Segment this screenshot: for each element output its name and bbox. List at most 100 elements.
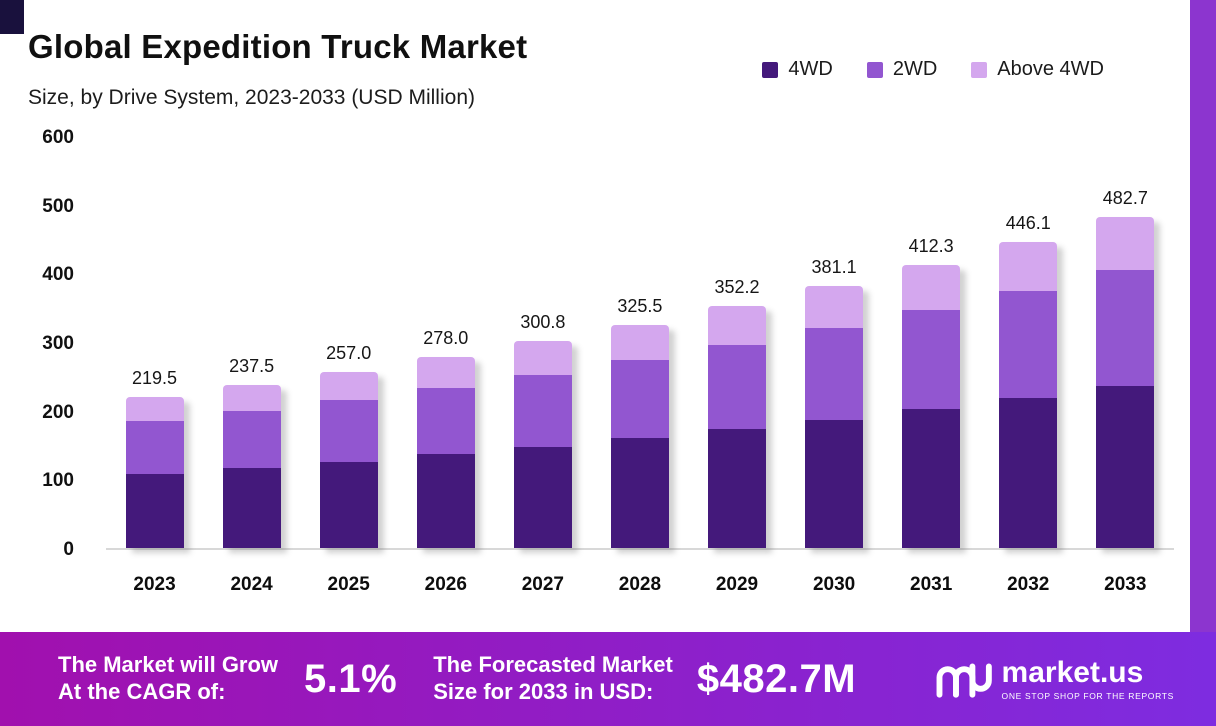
x-axis-label: 2028 bbox=[618, 574, 662, 595]
y-axis-tick-label: 0 bbox=[63, 539, 74, 560]
legend-item: 2WD bbox=[866, 58, 938, 81]
x-axis: 2023 2024 2025 2026 2027 2028 2029 2030 2031 2032… bbox=[106, 574, 1174, 596]
y-axis-tick-label: 400 bbox=[42, 264, 74, 286]
bar-stack bbox=[1096, 216, 1155, 548]
bar-stack bbox=[902, 264, 961, 548]
legend-label: 2WD bbox=[892, 58, 938, 80]
bar-group: 219.5 bbox=[120, 138, 190, 548]
plot-area: 219.5 237.5 257.0 278.0 300.8 325.5 352.2 381.1… bbox=[106, 138, 1174, 550]
bar-group: 482.7 bbox=[1090, 138, 1160, 548]
bar-segment-2wd bbox=[805, 328, 864, 420]
bar-segment-4wd bbox=[222, 468, 281, 548]
bar-segment-4wd bbox=[610, 438, 669, 548]
bar-segment-2wd bbox=[319, 399, 378, 462]
legend-swatch-icon bbox=[971, 61, 988, 78]
bar-group: 325.5 bbox=[605, 138, 675, 548]
cagr-label-line2: At the CAGR of: bbox=[58, 679, 226, 704]
forecast-label: The Forecasted Market Size for 2033 in U… bbox=[433, 652, 673, 706]
bar-segment-2wd bbox=[222, 411, 281, 469]
bar-segment-2wd bbox=[125, 421, 184, 475]
bar-group: 412.3 bbox=[896, 138, 966, 548]
footer-banner: The Market will Grow At the CAGR of: 5.1… bbox=[0, 632, 1216, 726]
forecast-label-line1: The Forecasted Market bbox=[433, 652, 673, 678]
brand-name: market.us bbox=[1001, 655, 1144, 689]
bar-segment-above-4wd bbox=[708, 306, 766, 345]
bar-group: 257.0 bbox=[314, 138, 384, 548]
market-us-logo-icon bbox=[936, 663, 992, 698]
bar-stack bbox=[222, 384, 281, 548]
bar-segment-4wd bbox=[999, 397, 1058, 548]
bar-segment-above-4wd bbox=[1096, 216, 1155, 270]
bar-segment-4wd bbox=[708, 429, 766, 548]
bar-total-label: 352.2 bbox=[714, 277, 760, 298]
x-axis-label: 2024 bbox=[230, 574, 273, 595]
x-axis-label: 2026 bbox=[424, 574, 467, 595]
cagr-label-line1: The Market will Grow bbox=[58, 652, 279, 678]
legend-label: Above 4WD bbox=[997, 58, 1104, 80]
right-border-strip bbox=[1190, 0, 1216, 632]
bar-segment-above-4wd bbox=[222, 384, 281, 412]
bar-segment-above-4wd bbox=[513, 341, 572, 375]
bar-total-label: 381.1 bbox=[811, 257, 857, 278]
bar-segment-4wd bbox=[513, 446, 572, 548]
bar-total-label: 482.7 bbox=[1102, 187, 1148, 208]
bar-segment-above-4wd bbox=[610, 324, 669, 361]
y-axis-tick-label: 500 bbox=[42, 195, 74, 217]
bar-segment-4wd bbox=[902, 409, 961, 548]
y-axis-tick-label: 600 bbox=[42, 127, 74, 148]
legend-label: 4WD bbox=[788, 58, 833, 80]
x-axis-label: 2029 bbox=[715, 574, 759, 595]
y-axis-tick-label: 200 bbox=[42, 401, 74, 423]
bar-stack bbox=[513, 341, 572, 548]
forecast-label-line2: Size for 2033 in USD: bbox=[433, 679, 654, 704]
bar-stack bbox=[708, 306, 766, 548]
bar-total-label: 257.0 bbox=[326, 342, 372, 363]
bar-stack bbox=[319, 371, 378, 548]
bar-segment-2wd bbox=[416, 387, 475, 455]
bar-segment-4wd bbox=[1096, 385, 1155, 548]
y-axis: 0 100 200 300 400 500 600 bbox=[26, 127, 88, 560]
bar-total-label: 325.5 bbox=[617, 295, 663, 316]
x-axis-label: 2030 bbox=[812, 574, 856, 595]
legend-swatch-icon bbox=[866, 61, 883, 78]
bar-segment-2wd bbox=[610, 360, 669, 439]
bar-segment-above-4wd bbox=[999, 241, 1058, 291]
corner-accent bbox=[0, 0, 24, 34]
cagr-value: 5.1% bbox=[304, 656, 398, 701]
bar-segment-above-4wd bbox=[805, 286, 864, 329]
stacked-bar-chart: 0 100 200 300 400 500 600 219.5 237.5 257.0 278.0… bbox=[26, 127, 1184, 618]
bar-segment-4wd bbox=[805, 419, 864, 548]
legend-swatch-icon bbox=[762, 61, 779, 78]
bar-segment-2wd bbox=[902, 310, 961, 410]
page-subtitle: Size, by Drive System, 2023-2033 (USD Mi… bbox=[28, 86, 475, 109]
legend-item: Above 4WD bbox=[971, 58, 1104, 81]
x-axis-label: 2031 bbox=[910, 574, 953, 595]
bar-total-label: 446.1 bbox=[1005, 212, 1051, 233]
bar-group: 237.5 bbox=[217, 138, 287, 548]
y-axis-tick-label: 300 bbox=[42, 333, 74, 354]
bar-segment-above-4wd bbox=[902, 264, 961, 311]
bar-segment-2wd bbox=[999, 290, 1058, 398]
bar-stack bbox=[805, 286, 864, 548]
brand: market.us ONE STOP SHOP FOR THE REPORTS bbox=[934, 655, 1174, 701]
bar-group: 381.1 bbox=[799, 138, 869, 548]
bar-total-label: 219.5 bbox=[132, 368, 178, 389]
bar-group: 278.0 bbox=[411, 138, 481, 548]
bar-segment-4wd bbox=[416, 454, 475, 548]
bar-segment-above-4wd bbox=[125, 397, 184, 422]
bar-group: 352.2 bbox=[702, 138, 772, 548]
bar-group: 300.8 bbox=[508, 138, 578, 548]
bar-stack bbox=[999, 241, 1058, 548]
bar-segment-2wd bbox=[1096, 269, 1155, 386]
bar-segment-above-4wd bbox=[416, 357, 475, 388]
bar-segment-4wd bbox=[125, 474, 184, 548]
bar-segment-above-4wd bbox=[319, 371, 378, 400]
x-axis-label: 2023 bbox=[133, 574, 176, 595]
forecast-value: $482.7M bbox=[696, 656, 857, 701]
bar-segment-2wd bbox=[708, 344, 766, 430]
bar-total-label: 278.0 bbox=[423, 328, 469, 349]
bar-total-label: 412.3 bbox=[908, 235, 954, 256]
x-axis-label: 2025 bbox=[327, 574, 370, 595]
x-axis-label: 2033 bbox=[1104, 574, 1147, 595]
